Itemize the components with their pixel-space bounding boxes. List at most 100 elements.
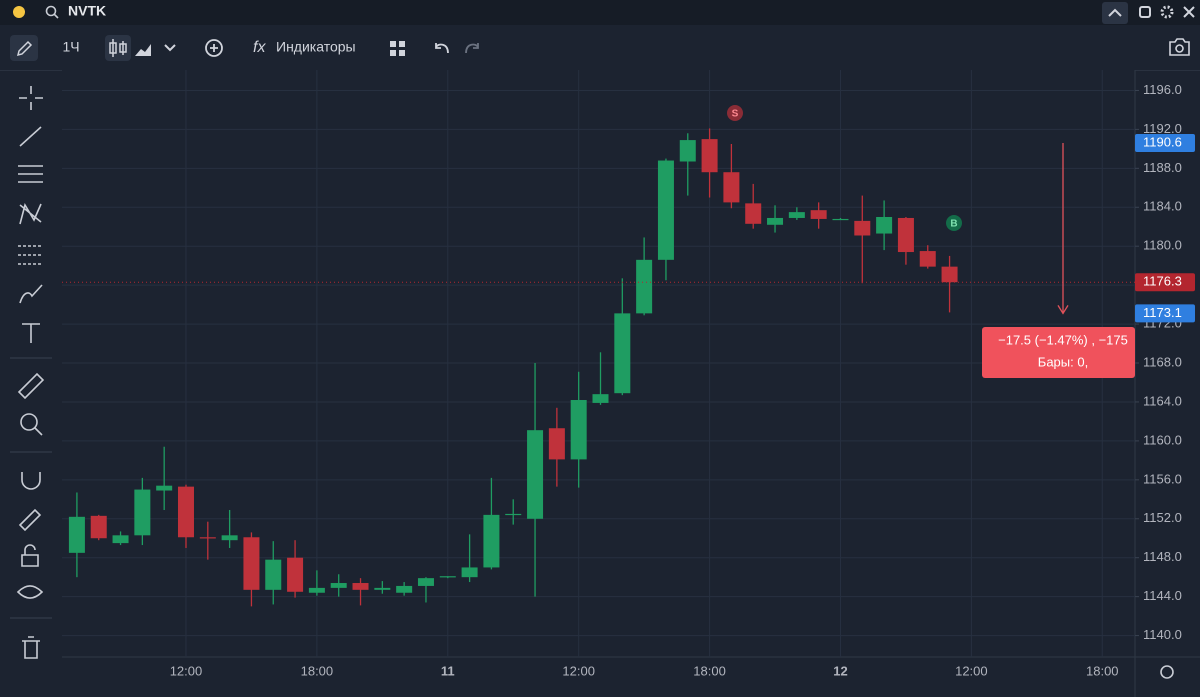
settings-button[interactable] [1160,5,1174,19]
y-tick-label: 1184.0 [1143,199,1182,214]
measure-arrow-head [1057,305,1069,315]
x-tick-label: 12:00 [562,663,595,678]
candle-body [68,516,85,553]
dropdown-icon[interactable] [164,44,176,52]
y-tick-label: 1180.0 [1143,238,1182,253]
y-tick-label: 1192.0 [1143,121,1182,136]
prediction-tool[interactable] [18,245,43,265]
title-bar: NVTK [0,0,1200,25]
y-tick-label: 1152.0 [1143,510,1182,525]
price-tag [1135,273,1195,292]
trendline-tool[interactable] [19,126,42,147]
candle-body [417,578,434,586]
ruler-tool[interactable] [17,372,45,400]
y-tick-label: 1168.0 [1143,354,1182,369]
candle-body [396,585,413,593]
y-tick-label: 1148.0 [1143,549,1182,564]
brush-tool[interactable] [19,284,43,304]
candle-body [832,218,849,221]
candle-body [876,216,893,234]
candle-body [548,428,565,460]
candle-body [461,567,478,578]
candle-body [505,513,522,516]
symbol[interactable]: NVTK [68,3,106,19]
text-tool[interactable] [22,323,40,343]
drawing-tools [10,86,52,659]
magnet-tool[interactable] [21,472,41,490]
zoom-tool[interactable] [20,413,38,431]
area-icon[interactable] [135,44,151,56]
x-tick-label: 12:00 [955,663,988,678]
indicators-button[interactable]: Индикаторы [276,39,356,55]
chart-type-button[interactable] [105,35,131,61]
candle-body [679,140,696,162]
price-tag-label: 1176.3 [1143,274,1182,289]
candle-body [287,557,304,592]
trade-marker [946,215,962,231]
candle-body [788,212,805,218]
lock-tool[interactable] [21,544,39,567]
collapse-icon [1108,8,1122,17]
undo-button[interactable] [435,43,449,54]
plot [62,70,1135,657]
candle-body [767,217,784,225]
candle-body [374,587,391,590]
trash-tool[interactable] [22,636,40,659]
candle-body [243,537,260,590]
candle-body [265,559,282,590]
candle-body [177,486,194,538]
close-button[interactable] [1183,6,1195,18]
candle-body [919,251,936,267]
candle-body [308,587,325,593]
crosshair-tool[interactable] [19,86,43,110]
x-tick-label: 18:00 [1086,663,1119,678]
y-tick-label: 1140.0 [1143,627,1182,642]
compare-button[interactable] [205,39,223,57]
templates-button[interactable] [390,41,405,56]
y-tick-label: 1144.0 [1143,588,1182,603]
candles-icon [109,39,127,57]
price-tag-label: 1173.1 [1143,305,1182,320]
candle-body [156,485,173,491]
chart: 1140.0 1144.0 1148.0 1152.0 1156.0 1160.0 1164… [10,70,1200,697]
candle-body [439,576,456,578]
toolbar: 1Ч fx Индикаторы [0,25,1200,71]
y-tick-label: 1188.0 [1143,160,1182,175]
draw-button[interactable] [10,35,38,61]
candle-body [854,220,871,236]
x-tick-label: 11 [441,663,455,678]
fx-icon: fx [253,39,266,56]
y-tick-label: 1164.0 [1143,393,1182,408]
x-tick-label: 12 [833,663,847,678]
candle-body [221,535,238,541]
lock-drawing-tool[interactable] [18,508,42,532]
candle-body [112,535,129,544]
x-tick-label: 18:00 [693,663,726,678]
collapse-button[interactable] [1102,2,1128,24]
interval-button[interactable]: 1Ч [62,39,79,55]
fib-tool[interactable] [18,165,43,183]
pencil-icon [16,40,33,57]
window-button[interactable] [1139,6,1151,18]
search-icon[interactable] [45,5,57,17]
candle-body [810,210,827,219]
axis-settings[interactable] [1160,665,1174,679]
pattern-tool[interactable] [19,202,42,225]
candle-body [614,313,631,394]
trade-marker-label: S [732,109,739,120]
window-dot[interactable] [13,6,25,18]
price-tag-label: 1190.6 [1143,134,1182,149]
candle-body [657,160,674,260]
candle-body [483,514,500,568]
screenshot-button[interactable] [1169,38,1190,56]
measure-box [982,327,1135,378]
redo-button[interactable] [465,43,479,54]
lens-icon [1175,44,1184,53]
x-tick-label: 18:00 [301,663,334,678]
price-tag [1135,304,1195,323]
title-bar-icons: NVTK [13,2,1195,24]
search-icon [53,13,59,19]
candle-body [745,203,762,224]
visibility-tool[interactable] [16,585,44,599]
